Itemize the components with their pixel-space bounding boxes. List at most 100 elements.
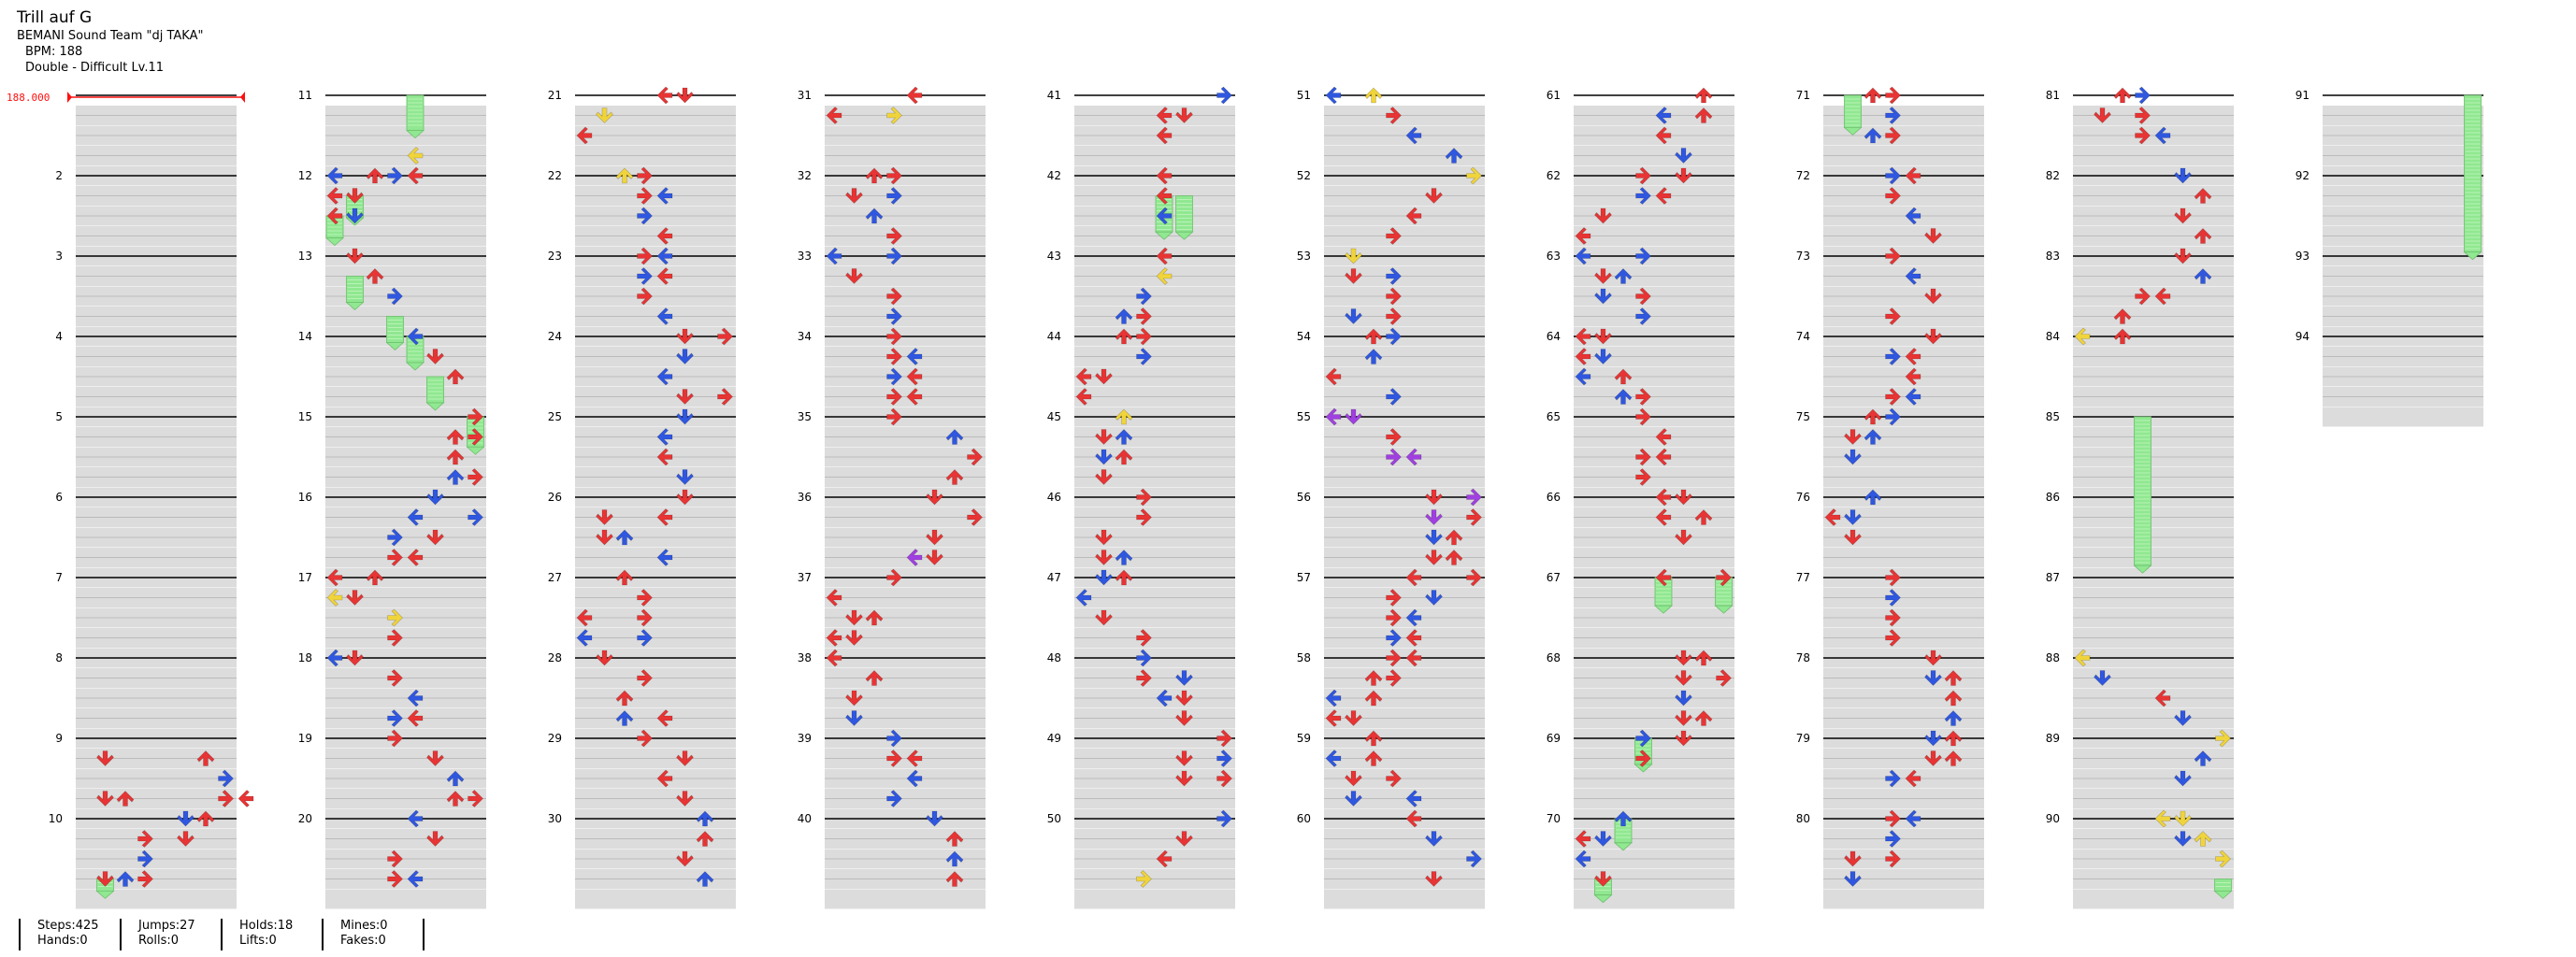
right-arrow-icon xyxy=(1885,589,1901,607)
measure-42: 42 xyxy=(1047,169,1235,266)
beat-shade xyxy=(76,889,237,909)
left-arrow-icon xyxy=(656,86,673,105)
right-arrow-icon xyxy=(886,729,902,748)
measure-number: 91 xyxy=(2295,89,2310,102)
measure-29: 29 xyxy=(548,732,736,829)
right-arrow-icon xyxy=(1885,407,1901,426)
down-arrow-icon xyxy=(177,831,194,847)
down-arrow-icon xyxy=(1095,469,1113,485)
left-arrow-icon xyxy=(656,227,673,245)
right-arrow-icon xyxy=(637,166,653,185)
left-arrow-icon xyxy=(1655,488,1672,507)
down-arrow-icon xyxy=(1175,831,1193,847)
hold-note xyxy=(2213,878,2233,899)
down-arrow-icon xyxy=(2174,770,2192,787)
measure-94: 94 xyxy=(2295,330,2483,427)
left-arrow-icon xyxy=(1405,448,1422,466)
beat-shade xyxy=(1324,889,1485,909)
hold-note xyxy=(345,276,365,310)
down-arrow-icon xyxy=(1924,730,1942,747)
left-arrow-icon xyxy=(826,247,842,265)
down-arrow-icon xyxy=(426,529,444,546)
measure-12: 12 xyxy=(298,169,486,266)
measure-number: 65 xyxy=(1547,410,1561,423)
measure-number: 5 xyxy=(55,410,63,423)
measure-number: 86 xyxy=(2046,491,2060,504)
measure-number: 58 xyxy=(1297,651,1311,664)
measure-43: 43 xyxy=(1047,250,1235,347)
song-title: Trill auf G xyxy=(17,8,93,27)
measure-number: 46 xyxy=(1047,491,1061,504)
right-arrow-icon xyxy=(1885,608,1901,627)
left-arrow-icon xyxy=(1655,126,1672,145)
left-arrow-icon xyxy=(1575,227,1591,245)
bpm-tick-icon xyxy=(240,92,245,103)
left-arrow-icon xyxy=(326,568,343,587)
measure-number: 40 xyxy=(798,812,812,825)
left-arrow-icon xyxy=(1575,247,1591,265)
right-arrow-icon xyxy=(1885,247,1901,265)
measure-21: 21 xyxy=(548,89,736,186)
right-arrow-icon xyxy=(1386,448,1402,466)
right-arrow-icon xyxy=(886,568,902,587)
measure-28: 28 xyxy=(548,651,736,749)
down-arrow-icon xyxy=(1594,349,1612,364)
right-arrow-icon xyxy=(1885,568,1901,587)
stat-cell: Jumps:27 Rolls:0 xyxy=(120,919,195,950)
right-arrow-icon xyxy=(717,327,733,346)
measure-number: 18 xyxy=(298,651,312,664)
measure-48: 48 xyxy=(1047,651,1235,749)
measure-number: 35 xyxy=(798,410,812,423)
measure-number: 38 xyxy=(798,651,812,664)
left-arrow-icon xyxy=(1905,166,1921,185)
down-arrow-icon xyxy=(1095,569,1113,586)
measure-56: 56 xyxy=(1297,491,1485,588)
down-arrow-icon xyxy=(1175,770,1193,787)
up-arrow-icon xyxy=(945,871,964,887)
left-arrow-icon xyxy=(1655,107,1672,124)
hold-tail-icon xyxy=(405,130,425,139)
measure-92: 92 xyxy=(2295,169,2483,266)
measure-number: 11 xyxy=(298,89,312,102)
right-arrow-icon xyxy=(218,769,234,788)
down-arrow-icon xyxy=(1675,489,1692,506)
up-arrow-icon xyxy=(2194,228,2212,244)
up-arrow-icon xyxy=(1115,569,1133,586)
hold-tail-icon xyxy=(2463,251,2482,261)
down-arrow-icon xyxy=(676,469,694,485)
right-arrow-icon xyxy=(637,669,653,687)
left-arrow-icon xyxy=(826,107,842,124)
left-arrow-icon xyxy=(237,790,254,807)
right-arrow-icon xyxy=(1716,568,1732,587)
down-arrow-icon xyxy=(1924,650,1942,666)
measure-number: 92 xyxy=(2295,169,2310,182)
measure-number: 88 xyxy=(2046,651,2060,664)
measure-number: 20 xyxy=(298,812,312,825)
down-arrow-icon xyxy=(1675,148,1692,164)
down-arrow-icon xyxy=(1345,268,1362,284)
right-arrow-icon xyxy=(1386,307,1402,325)
measure-number: 61 xyxy=(1547,89,1561,102)
left-arrow-icon xyxy=(1575,830,1591,848)
down-arrow-icon xyxy=(96,791,114,807)
right-arrow-icon xyxy=(1466,488,1482,507)
up-arrow-icon xyxy=(1115,429,1133,445)
measure-number: 47 xyxy=(1047,571,1061,584)
stat-top: Steps:425 xyxy=(37,919,99,933)
right-arrow-icon xyxy=(1885,348,1901,365)
right-arrow-icon xyxy=(2135,86,2151,105)
right-arrow-icon xyxy=(2215,729,2231,748)
down-arrow-icon xyxy=(1924,328,1942,345)
measure-number: 32 xyxy=(798,169,812,182)
measure-number: 79 xyxy=(1796,732,1810,745)
right-arrow-icon xyxy=(1136,669,1152,687)
measure-number: 60 xyxy=(1297,812,1311,825)
measure-72: 72 xyxy=(1796,169,1984,266)
measure-number: 71 xyxy=(1796,89,1810,102)
measure-number: 75 xyxy=(1796,410,1810,423)
measure-number: 19 xyxy=(298,732,312,745)
bpm-marker: 188.000 xyxy=(7,92,245,104)
left-arrow-icon xyxy=(2154,809,2171,828)
up-arrow-icon xyxy=(1944,690,1963,707)
measure-number: 93 xyxy=(2295,250,2310,263)
